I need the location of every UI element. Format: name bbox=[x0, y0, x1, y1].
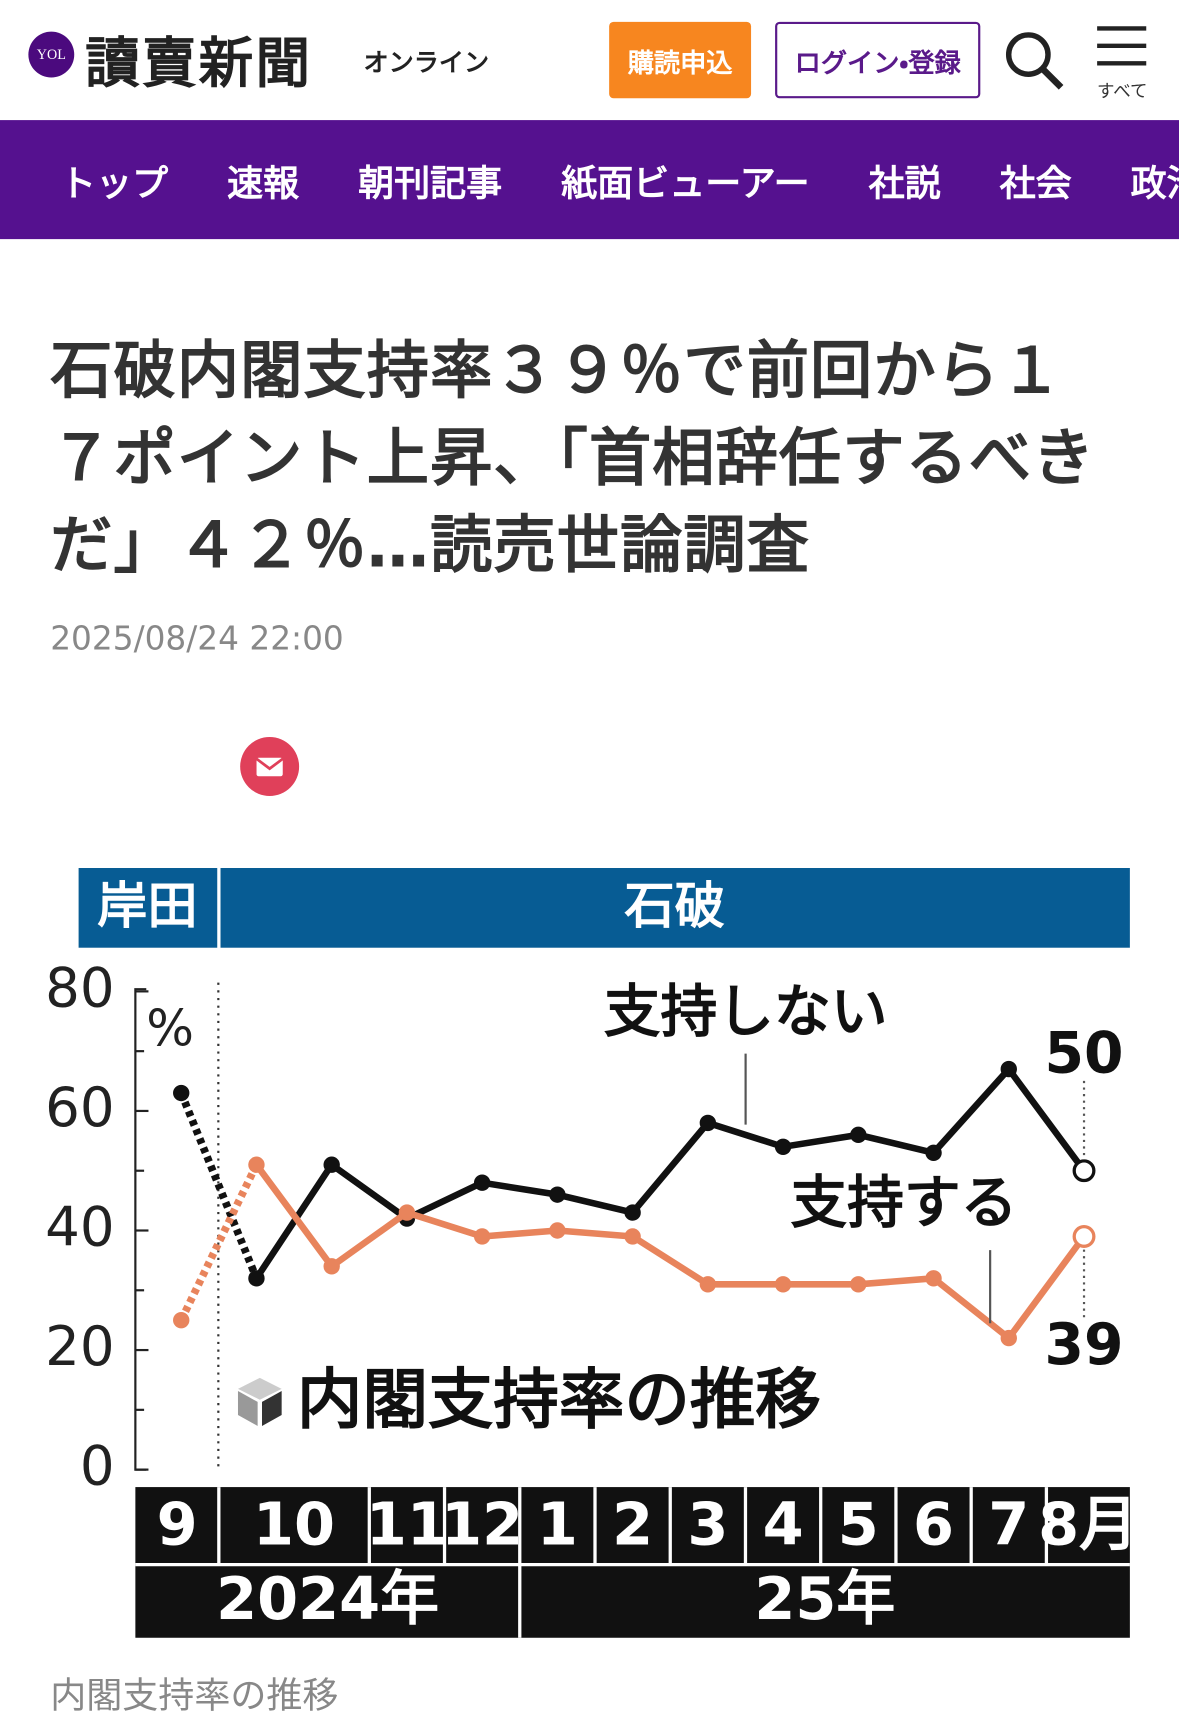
data-point bbox=[473, 1174, 491, 1191]
data-point bbox=[398, 1204, 416, 1221]
login-button[interactable]: ログイン・登録 bbox=[775, 21, 981, 99]
share bbox=[240, 736, 300, 796]
x-tick-label: 2 bbox=[612, 1490, 653, 1559]
x-tick-label: 7 bbox=[988, 1490, 1029, 1559]
x-tick-label: 4 bbox=[763, 1490, 804, 1559]
data-point bbox=[774, 1138, 792, 1155]
header-icons: YOL bbox=[28, 26, 1147, 90]
title-icon bbox=[237, 1377, 282, 1400]
logo-sub[interactable]: オンライン bbox=[363, 49, 490, 78]
figure-caption: 内閣支持率の推移 bbox=[50, 1673, 339, 1712]
data-point bbox=[624, 1228, 641, 1245]
title-icon bbox=[237, 1391, 258, 1426]
data-point bbox=[850, 1276, 867, 1293]
mail-icon[interactable] bbox=[255, 757, 284, 771]
data-point bbox=[699, 1276, 717, 1293]
data-label: 39 bbox=[1045, 1312, 1124, 1378]
nav-item[interactable]: 社説 bbox=[868, 161, 941, 204]
menu-label[interactable]: すべて bbox=[1096, 80, 1148, 102]
title-icon bbox=[262, 1391, 282, 1426]
y-tick-label: 60 bbox=[45, 1075, 114, 1139]
data-point bbox=[248, 1156, 265, 1173]
data-point bbox=[699, 1114, 717, 1132]
nav-item[interactable]: トップ bbox=[60, 161, 169, 204]
series-line bbox=[253, 1162, 1087, 1342]
data-point bbox=[624, 1204, 641, 1221]
period-label: 石破 bbox=[624, 876, 724, 935]
x-tick-label: 5 bbox=[838, 1490, 879, 1559]
data-point bbox=[248, 1270, 265, 1287]
data-point bbox=[1000, 1329, 1017, 1347]
data-point bbox=[173, 1084, 190, 1102]
article-date: 2025/08/24 22:00 bbox=[50, 620, 344, 659]
nav-bar: トップ 速報 朝刊記事 紙面ビューアー 社説 社会 政治 bbox=[0, 120, 1179, 240]
nav-item[interactable]: 速報 bbox=[227, 161, 300, 204]
x-tick-label: 11 bbox=[366, 1490, 448, 1559]
data-point bbox=[1072, 1159, 1096, 1183]
year-label: 2024年 bbox=[216, 1564, 439, 1633]
data-point bbox=[850, 1126, 867, 1144]
logo[interactable]: 讀賣新聞 bbox=[85, 30, 313, 95]
article-title: 石破内閣支持率３９％で前回から１７ポイント上昇、「首相辞任するべきだ」４２％…読… bbox=[50, 335, 1096, 582]
period-band bbox=[78, 868, 218, 948]
data-label: 50 bbox=[1045, 1021, 1124, 1087]
y-tick-label: 80 bbox=[45, 956, 114, 1020]
data-point bbox=[173, 1311, 190, 1329]
logo-mark[interactable]: YOL bbox=[37, 47, 66, 63]
data-point bbox=[323, 1156, 340, 1173]
series-line-dotted bbox=[177, 1091, 260, 1280]
nav-item[interactable]: 朝刊記事 bbox=[358, 161, 503, 204]
data-point bbox=[925, 1270, 942, 1287]
search-icon-handle[interactable] bbox=[1040, 66, 1064, 90]
subscribe-button[interactable]: 購読申込 bbox=[609, 21, 752, 99]
data-point bbox=[925, 1144, 942, 1161]
x-tick-label: 1 bbox=[537, 1490, 578, 1559]
period-band bbox=[220, 868, 1130, 948]
year-label: 25年 bbox=[754, 1564, 895, 1633]
data-point bbox=[473, 1228, 491, 1245]
x-tick-label: 8月 bbox=[1038, 1490, 1138, 1559]
x-tick-label: 10 bbox=[253, 1490, 335, 1559]
data-point bbox=[549, 1222, 566, 1239]
x-tick-label: 9 bbox=[157, 1490, 198, 1559]
data-point bbox=[1000, 1060, 1017, 1078]
y-tick-label: 20 bbox=[45, 1314, 114, 1378]
data-point bbox=[549, 1186, 566, 1203]
unit-label: % bbox=[146, 998, 194, 1057]
data-point bbox=[1072, 1225, 1096, 1248]
data-point bbox=[323, 1258, 340, 1275]
x-tick-label: 3 bbox=[687, 1490, 728, 1559]
logo-mark-bg[interactable] bbox=[28, 31, 75, 78]
nav-item[interactable]: 紙面ビューアー bbox=[561, 161, 810, 204]
x-tick-label: 12 bbox=[441, 1490, 523, 1559]
chart-title: 内閣支持率の推移 bbox=[297, 1362, 821, 1438]
y-tick-label: 0 bbox=[80, 1434, 115, 1498]
nav-item[interactable]: 政治 bbox=[1130, 161, 1179, 204]
month-band bbox=[135, 1487, 1130, 1638]
search-icon[interactable] bbox=[1005, 32, 1051, 77]
nav-item[interactable]: 社会 bbox=[999, 161, 1072, 204]
x-tick-label: 6 bbox=[913, 1490, 954, 1559]
data-point bbox=[774, 1276, 792, 1293]
series-line bbox=[253, 1065, 1087, 1281]
y-tick-label: 40 bbox=[45, 1195, 114, 1259]
period-label: 岸田 bbox=[97, 876, 197, 935]
series-label: 支持しない bbox=[604, 979, 888, 1045]
series-label: 支持する bbox=[790, 1170, 1017, 1236]
